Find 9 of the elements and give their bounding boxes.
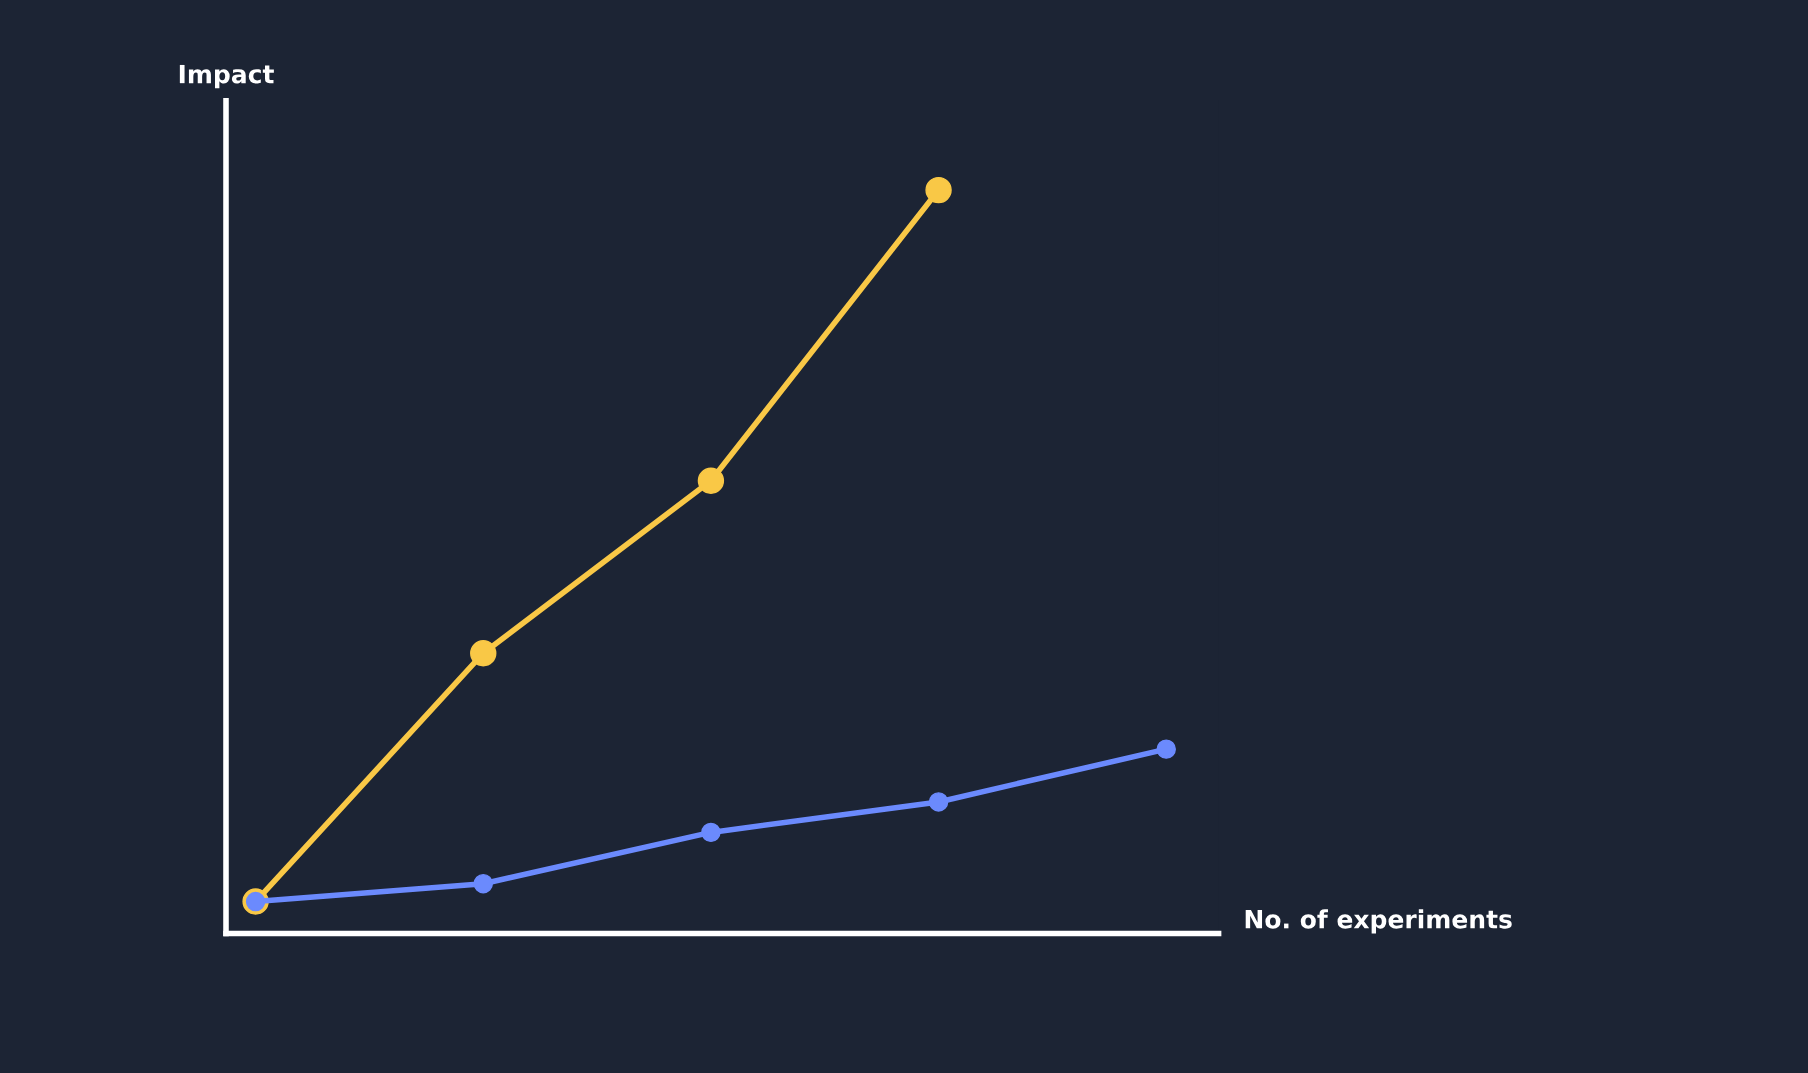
y-axis-title: Impact	[179, 64, 274, 89]
point	[470, 640, 497, 667]
point	[473, 873, 493, 894]
point	[928, 792, 949, 812]
point	[925, 176, 952, 204]
point	[1156, 739, 1176, 759]
x-axis-title: No. of experiments	[1245, 909, 1512, 934]
point	[701, 822, 721, 843]
point	[697, 467, 725, 494]
